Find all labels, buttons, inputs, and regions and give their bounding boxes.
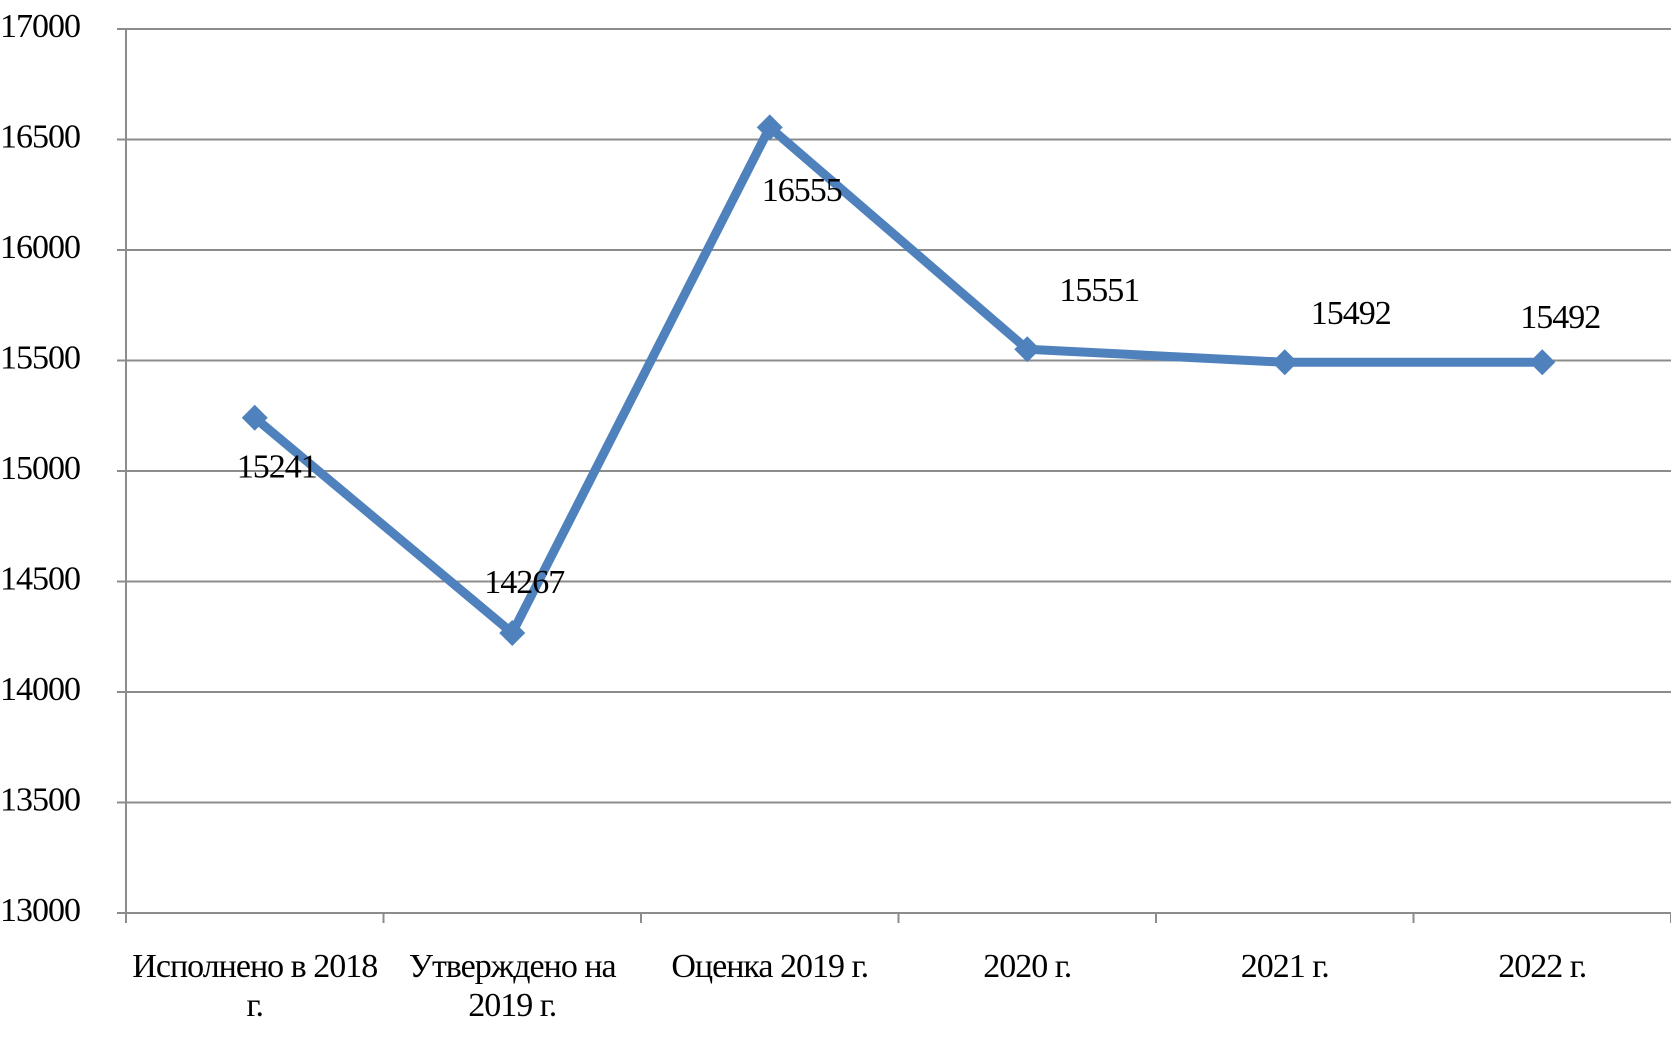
data-label: 15241	[237, 449, 317, 486]
x-tick-label-box: Оценка 2019 г.	[671, 948, 869, 985]
x-tick-label: 2021 г.	[1240, 948, 1330, 985]
marker	[1271, 349, 1298, 376]
x-tick-label-box: 2022 г.	[1498, 948, 1587, 985]
x-tick-label-box: 2020 г.	[983, 948, 1072, 985]
data-label: 14267	[484, 564, 565, 601]
data-label: 15551	[1059, 272, 1139, 309]
y-tick-label: 16500	[0, 118, 80, 155]
y-tick-label: 14500	[0, 560, 80, 597]
x-tick-label: Исполнено в 2018 г.	[132, 948, 378, 1025]
marker	[1014, 336, 1041, 363]
x-tick-label: Утверждено на 2019 г.	[408, 948, 617, 1025]
y-tick-label: 13000	[0, 892, 80, 929]
data-label: 15492	[1520, 299, 1600, 336]
y-tick-label: 13500	[0, 781, 80, 818]
x-tick-label: 2020 г.	[983, 948, 1072, 985]
y-tick-label: 17000	[0, 8, 80, 45]
y-tick-label: 15500	[0, 339, 80, 376]
marker	[499, 619, 526, 646]
data-label: 15492	[1311, 295, 1391, 332]
y-tick-label: 16000	[0, 229, 80, 266]
marker	[756, 114, 783, 141]
x-tick-label-box: Утверждено на 2019 г.	[408, 948, 617, 1025]
data-label: 16555	[762, 172, 842, 209]
y-tick-label: 15000	[0, 450, 80, 487]
x-tick-label-box: 2021 г.	[1240, 948, 1330, 985]
x-tick-label: 2022 г.	[1498, 948, 1587, 985]
x-tick-label: Оценка 2019 г.	[671, 948, 869, 985]
line	[251, 122, 1543, 638]
x-tick-label-box: Исполнено в 2018 г.	[132, 948, 378, 1025]
y-tick-label: 14000	[0, 671, 80, 708]
marker	[1529, 349, 1556, 376]
marker	[241, 404, 268, 431]
